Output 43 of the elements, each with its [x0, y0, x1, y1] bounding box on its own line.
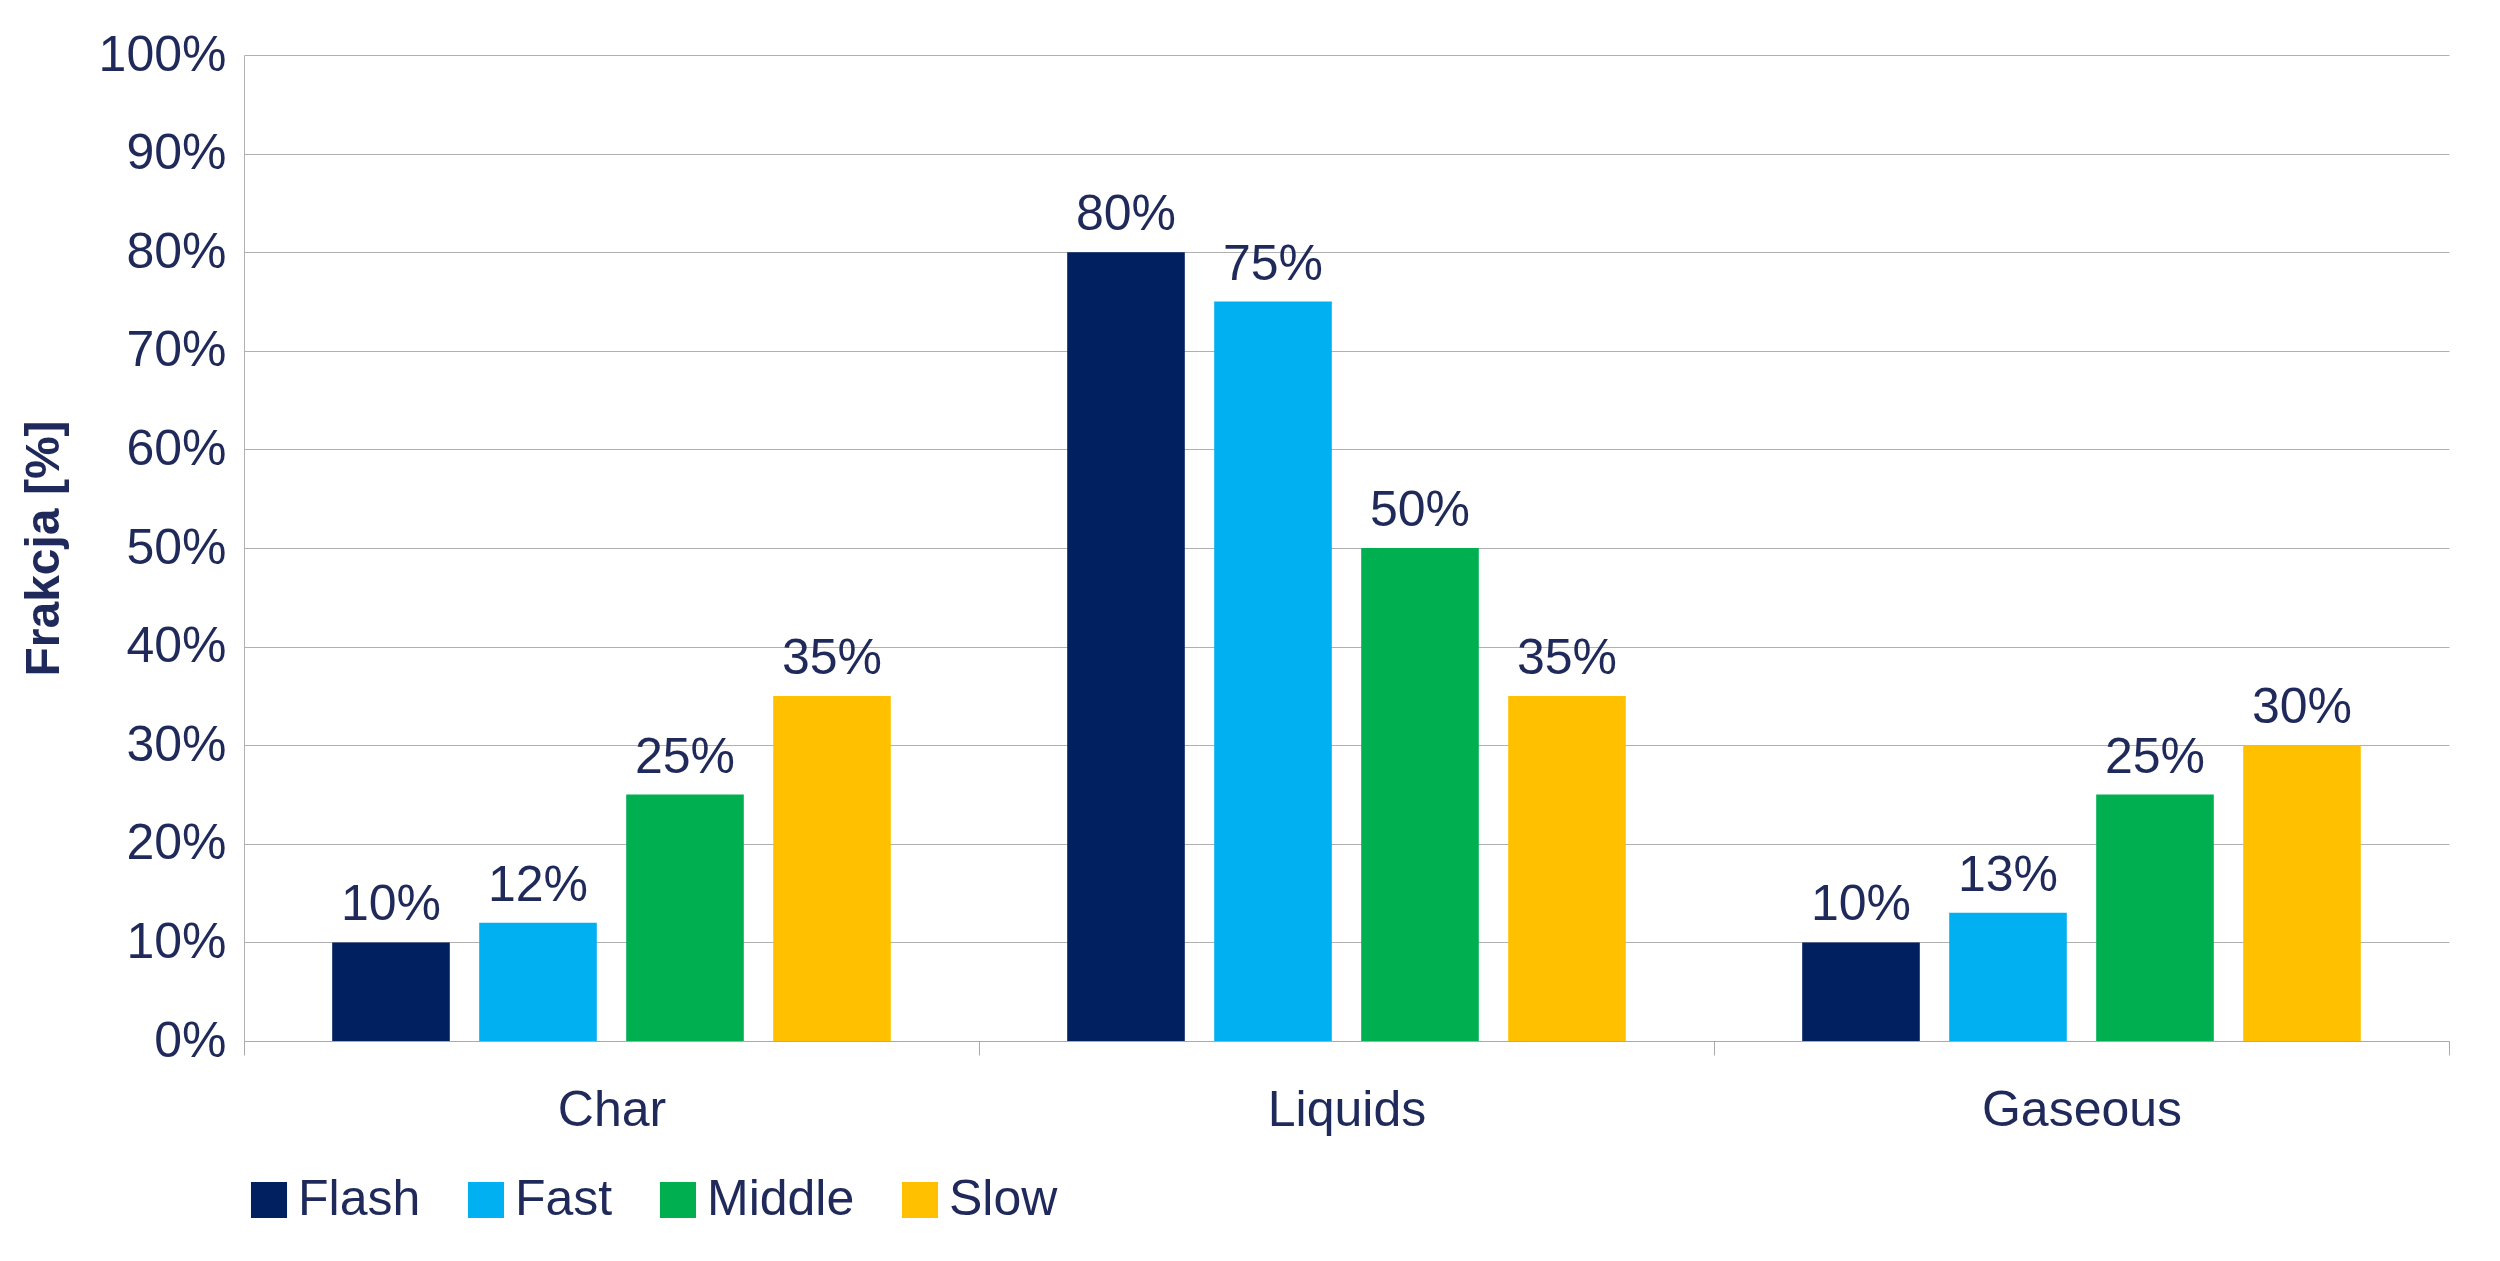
data-label: 30% — [2251, 678, 2353, 735]
y-tick-label: 0% — [154, 1011, 227, 1068]
data-label: 35% — [781, 628, 883, 685]
data-label: 75% — [1222, 234, 1324, 291]
data-label: 50% — [1369, 481, 1471, 537]
data-label: 13% — [1957, 845, 2059, 902]
bar — [2096, 794, 2214, 1041]
bar — [1067, 252, 1185, 1041]
y-axis-title: Frakcja [%] — [15, 420, 69, 677]
data-label: 10% — [1810, 875, 1912, 932]
legend-label: Flash — [298, 1170, 421, 1226]
bar — [1508, 695, 1626, 1041]
data-label: 25% — [2104, 727, 2206, 784]
x-tick-label: Char — [557, 1080, 667, 1137]
y-tick-label: 60% — [126, 419, 227, 476]
data-label: 12% — [487, 855, 589, 912]
y-tick-label: 50% — [126, 518, 227, 575]
y-tick-label: 90% — [126, 124, 227, 181]
x-tick-label: Liquids — [1267, 1080, 1427, 1137]
bar — [1214, 301, 1332, 1041]
y-tick-label: 80% — [126, 222, 227, 279]
bar — [626, 794, 744, 1041]
y-tick-label: 10% — [126, 912, 227, 969]
y-tick-label: 30% — [126, 715, 227, 772]
y-tick-label: 40% — [126, 617, 227, 674]
y-tick-label: 100% — [98, 25, 227, 82]
legend-label: Middle — [707, 1170, 855, 1226]
data-label: 10% — [340, 875, 442, 932]
bar — [2243, 745, 2361, 1041]
y-tick-label: 70% — [126, 321, 227, 378]
data-label: 80% — [1075, 185, 1177, 242]
bar — [332, 942, 450, 1041]
legend-label: Slow — [949, 1170, 1059, 1226]
x-tick-label: Gaseous — [1981, 1080, 2183, 1137]
data-label: 35% — [1516, 628, 1618, 685]
legend-label: Fast — [515, 1170, 613, 1226]
bar — [1802, 942, 1920, 1041]
data-label: 25% — [634, 727, 736, 784]
y-tick-label: 20% — [126, 814, 227, 871]
bar — [773, 695, 891, 1041]
bar — [1949, 912, 2067, 1041]
bar — [479, 922, 597, 1041]
bar — [1361, 548, 1479, 1041]
